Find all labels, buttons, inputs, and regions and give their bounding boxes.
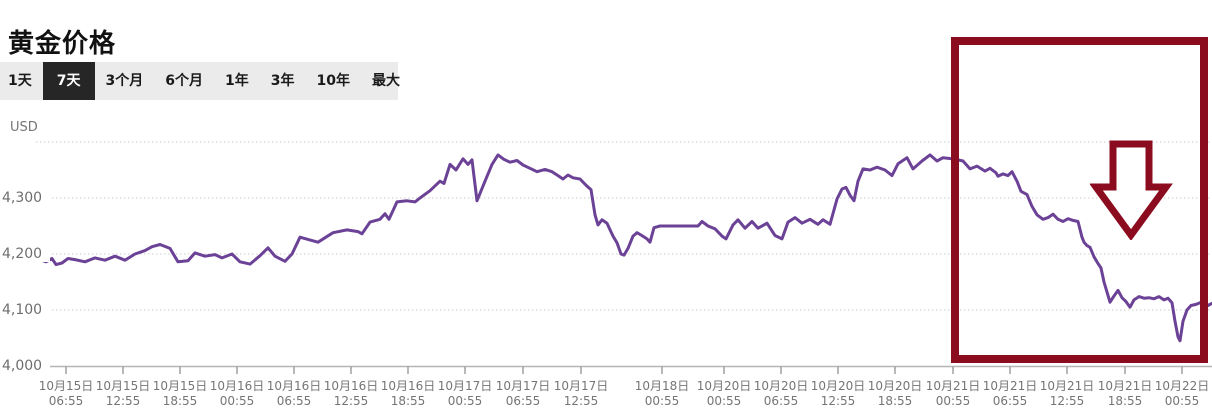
y-tick-label: 4,100: [2, 302, 50, 318]
x-tick-label: 10月15日 12:55: [95, 379, 151, 408]
x-tick-label: 10月17日 12:55: [553, 379, 609, 408]
x-tick-label: 10月20日 12:55: [810, 379, 866, 408]
x-tick-label: 10月22日 00:55: [1154, 379, 1210, 408]
price-chart: [36, 141, 1212, 374]
x-tick-label: 10月18日 00:55: [634, 379, 690, 408]
page-title: 黄金价格: [8, 29, 117, 60]
y-axis-unit-label: USD: [10, 120, 38, 135]
x-tick-label: 10月21日 18:55: [1097, 379, 1153, 408]
x-tick-label: 10月21日 06:55: [982, 379, 1038, 408]
y-tick-label: 4,200: [2, 246, 50, 262]
tab-max[interactable]: 最大: [361, 62, 411, 100]
x-tick-label: 10月20日 06:55: [753, 379, 809, 408]
x-tick-label: 10月15日 06:55: [38, 379, 94, 408]
tab-3y[interactable]: 3年: [260, 62, 306, 100]
tab-1y[interactable]: 1年: [214, 62, 260, 100]
x-tick-label: 10月16日 18:55: [380, 379, 436, 408]
x-tick-label: 10月20日 18:55: [867, 379, 923, 408]
x-tick-label: 10月16日 00:55: [209, 379, 265, 408]
tab-1d[interactable]: 1天: [0, 62, 43, 100]
x-tick-label: 10月17日 06:55: [495, 379, 551, 408]
time-range-tabbar: 1天 7天 3个月 6个月 1年 3年 10年 最大: [0, 62, 400, 100]
x-tick-label: 10月21日 12:55: [1039, 379, 1095, 408]
x-tick-label: 10月16日 06:55: [266, 379, 322, 408]
tab-10y[interactable]: 10年: [306, 62, 361, 100]
x-tick-label: 10月15日 18:55: [152, 379, 208, 408]
x-tick-label: 10月16日 12:55: [323, 379, 379, 408]
y-tick-label: 4,000: [2, 358, 50, 374]
tab-3m[interactable]: 3个月: [95, 62, 155, 100]
x-tick-label: 10月21日 00:55: [925, 379, 981, 408]
price-line: [38, 153, 1212, 343]
tab-7d[interactable]: 7天: [42, 62, 95, 100]
tab-6m[interactable]: 6个月: [154, 62, 214, 100]
x-tick-label: 10月20日 00:55: [696, 379, 752, 408]
x-tick-label: 10月17日 00:55: [437, 379, 493, 408]
y-tick-label: 4,300: [2, 190, 50, 206]
